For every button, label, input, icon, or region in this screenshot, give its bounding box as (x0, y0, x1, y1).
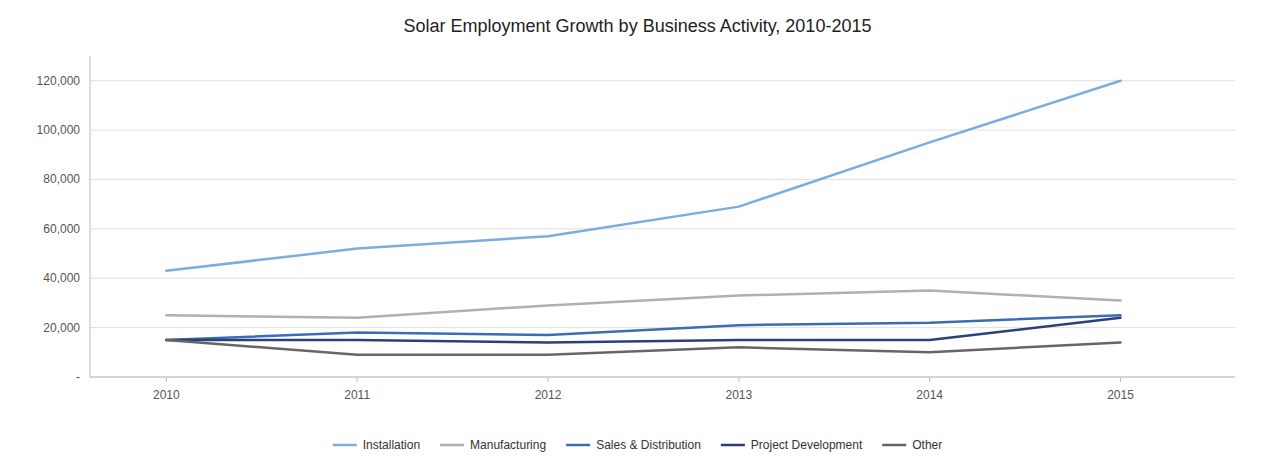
series-line (166, 315, 1120, 340)
x-tick-label: 2012 (535, 388, 562, 402)
series-line (166, 318, 1120, 343)
x-tick (166, 377, 167, 382)
y-tick-label: 120,000 (37, 74, 81, 88)
grid-line (90, 130, 1235, 131)
x-tick (1120, 377, 1121, 382)
series-line (166, 291, 1120, 318)
y-tick-label: 60,000 (43, 222, 80, 236)
legend-label: Sales & Distribution (596, 438, 701, 452)
y-tick-label: 20,000 (43, 321, 80, 335)
legend-swatch (882, 444, 906, 447)
legend-label: Manufacturing (470, 438, 546, 452)
x-tick (548, 377, 549, 382)
series-line (166, 340, 1120, 355)
title: Solar Employment Growth by Business Acti… (404, 16, 872, 36)
y-tick-label: 80,000 (43, 172, 80, 186)
legend-label: Other (912, 438, 942, 452)
legend-swatch (333, 444, 357, 447)
x-tick-label: 2010 (153, 388, 180, 402)
legend-swatch (440, 444, 464, 447)
legend-label: Installation (363, 438, 420, 452)
legend-swatch (721, 444, 745, 447)
legend-swatch (566, 444, 590, 447)
chart: Solar Employment Growth by Business Acti… (0, 0, 1275, 473)
x-tick-label: 2014 (916, 388, 943, 402)
legend-label: Project Development (751, 438, 863, 452)
y-tick-label: 100,000 (37, 123, 81, 137)
y-tick-label: - (76, 370, 80, 384)
x-tick-label: 2015 (1107, 388, 1134, 402)
y-tick-label: 40,000 (43, 271, 80, 285)
grid-line (90, 228, 1235, 229)
grid-line (90, 80, 1235, 81)
x-axis-line (90, 377, 1235, 378)
x-tick-label: 2011 (344, 388, 370, 402)
x-tick (929, 377, 930, 382)
y-axis-line (90, 56, 91, 377)
series-line (166, 81, 1120, 271)
grid-line (90, 179, 1235, 180)
grid-line (90, 377, 1235, 378)
plot-area (166, 81, 1120, 355)
x-tick-label: 2013 (725, 388, 752, 402)
grid-line (90, 278, 1235, 279)
x-tick (357, 377, 358, 382)
x-tick (738, 377, 739, 382)
legend: Installation Manufacturing Sales & Distrib… (333, 438, 943, 452)
